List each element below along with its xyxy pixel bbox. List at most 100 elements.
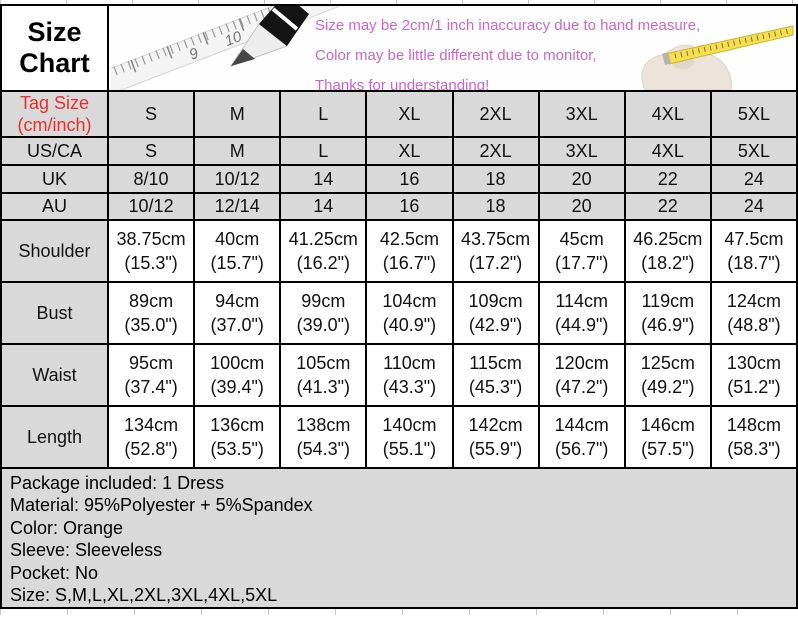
measurement-cell: 119cm (46.9")	[623, 281, 712, 345]
measurement-cell: 94cm (37.0")	[193, 281, 282, 345]
measurement-cell: 47.5cm (18.7")	[709, 219, 798, 283]
detail-package: Package included: 1 Dress	[10, 473, 225, 493]
row-label-tag-size: Tag Size (cm/inch)	[0, 90, 109, 138]
row-label-au: AU	[0, 192, 109, 221]
measurement-cell: 45cm (17.7")	[537, 219, 626, 283]
measurement-cell: 120cm (47.2")	[537, 343, 626, 407]
measurement-cell: 105cm (41.3")	[279, 343, 368, 407]
cropped-row-bottom	[0, 609, 798, 615]
detail-size: Size: S,M,L,XL,2XL,3XL,4XL,5XL	[10, 585, 278, 606]
size-cell: 3XL	[537, 136, 626, 166]
row-label-shoulder: Shoulder	[0, 219, 109, 283]
measurement-cell: 109cm (42.9")	[451, 281, 540, 345]
row-label-bust: Bust	[0, 281, 109, 345]
size-cell: 2XL	[451, 136, 540, 166]
measurement-cell: 89cm (35.0")	[106, 281, 196, 345]
svg-text:10: 10	[222, 28, 244, 50]
measurement-cell: 95cm (37.4")	[106, 343, 196, 407]
size-cell: 3XL	[537, 90, 626, 138]
size-cell: 24	[709, 164, 798, 194]
measurement-cell: 125cm (49.2")	[623, 343, 712, 407]
measurement-cell: 104cm (40.9")	[365, 281, 454, 345]
measurement-cell: 138cm (54.3")	[279, 405, 368, 469]
size-cell: XL	[365, 90, 454, 138]
table-row-length: Length 134cm (52.8") 136cm (53.5") 138cm (5…	[0, 405, 798, 469]
size-cell: 22	[623, 164, 712, 194]
detail-color: Color: Orange	[10, 517, 124, 538]
size-cell: 5XL	[709, 136, 798, 166]
size-cell: 14	[279, 164, 368, 194]
size-cell: 20	[537, 164, 626, 194]
size-cell: 2XL	[451, 90, 540, 138]
measurement-cell: 100cm (39.4")	[193, 343, 282, 407]
measurement-cell: 115cm (45.3")	[451, 343, 540, 407]
size-cell: S	[106, 90, 196, 138]
note-line-1: Size may be 2cm/1 inch inaccuracy due to…	[315, 17, 701, 34]
page-title: Size Chart	[2, 6, 109, 90]
title-line-1: Size	[27, 17, 82, 47]
measurement-cell: 146cm (57.5")	[623, 405, 712, 469]
detail-sleeve: Sleeve: Sleeveless	[10, 540, 163, 561]
size-cell: 5XL	[709, 90, 798, 138]
detail-material: Material: 95%Polyester + 5%Spandex	[10, 495, 313, 516]
size-cell: M	[193, 90, 282, 138]
size-cell: S	[106, 136, 196, 166]
table-row-bust: Bust 89cm (35.0") 94cm (37.0") 99cm (39.0")…	[0, 281, 798, 345]
size-cell: L	[279, 136, 368, 166]
size-cell: 18	[451, 192, 540, 221]
pencil-ruler-icon: 9 10 11	[111, 6, 340, 90]
measurement-cell: 110cm (43.3")	[365, 343, 454, 407]
size-cell: 10/12	[106, 192, 196, 221]
measurement-cell: 99cm (39.0")	[279, 281, 368, 345]
title-line-2: Chart	[19, 48, 90, 78]
measurement-cell: 38.75cm (15.3")	[106, 219, 196, 283]
table-row-tag-size: Tag Size (cm/inch) S M L XL 2XL 3XL 4XL …	[0, 90, 798, 138]
measurement-cell: 134cm (52.8")	[106, 405, 196, 469]
size-table: Tag Size (cm/inch) S M L XL 2XL 3XL 4XL …	[0, 90, 798, 469]
measurement-cell: 114cm (44.9")	[537, 281, 626, 345]
size-cell: L	[279, 90, 368, 138]
size-cell: 10/12	[193, 164, 282, 194]
size-cell: 18	[451, 164, 540, 194]
measurement-cell: 41.25cm (16.2")	[279, 219, 368, 283]
size-cell: 8/10	[106, 164, 196, 194]
size-cell: M	[193, 136, 282, 166]
measurement-cell: 140cm (55.1")	[365, 405, 454, 469]
measurement-cell: 46.25cm (18.2")	[623, 219, 712, 283]
row-label-waist: Waist	[0, 343, 109, 407]
measurement-cell: 144cm (56.7")	[537, 405, 626, 469]
table-row-us-ca: US/CA S M L XL 2XL 3XL 4XL 5XL	[0, 136, 798, 166]
measurement-cell: 42.5cm (16.7")	[365, 219, 454, 283]
table-row-shoulder: Shoulder 38.75cm (15.3") 40cm (15.7") 41.2…	[0, 219, 798, 283]
size-cell: 22	[623, 192, 712, 221]
detail-pocket: Pocket: No	[10, 562, 99, 583]
size-cell: 4XL	[623, 90, 712, 138]
measurement-cell: 148cm (58.3")	[709, 405, 798, 469]
note-line-3: Thanks for understanding!	[315, 77, 490, 90]
size-cell: 14	[279, 192, 368, 221]
measurement-cell: 136cm (53.5")	[193, 405, 282, 469]
size-cell: 20	[537, 192, 626, 221]
disclaimer-notes: Size may be 2cm/1 inch inaccuracy due to…	[315, 11, 700, 90]
measurement-cell: 43.75cm (17.2")	[451, 219, 540, 283]
header: Size Chart 9 10 11	[0, 4, 798, 90]
header-banner: 9 10 11 Size may be 2cm/1 inch inaccurac…	[109, 6, 796, 90]
measurement-cell: 142cm (55.9")	[451, 405, 540, 469]
measurement-cell: 130cm (51.2")	[709, 343, 798, 407]
size-cell: 4XL	[623, 136, 712, 166]
row-label-length: Length	[0, 405, 109, 469]
measurement-cell: 40cm (15.7")	[193, 219, 282, 283]
size-cell: XL	[365, 136, 454, 166]
size-cell: 12/14	[193, 192, 282, 221]
cropped-row-top	[0, 0, 798, 4]
hand-tape-measure-icon	[641, 25, 794, 90]
note-line-2: Color may be little different due to mon…	[315, 47, 597, 64]
table-row-au: AU 10/12 12/14 14 16 18 20 22 24	[0, 192, 798, 221]
row-label-us-ca: US/CA	[0, 136, 109, 166]
size-cell: 24	[709, 192, 798, 221]
size-cell: 16	[365, 192, 454, 221]
size-cell: 16	[365, 164, 454, 194]
row-label-uk: UK	[0, 164, 109, 194]
table-row-uk: UK 8/10 10/12 14 16 18 20 22 24	[0, 164, 798, 194]
